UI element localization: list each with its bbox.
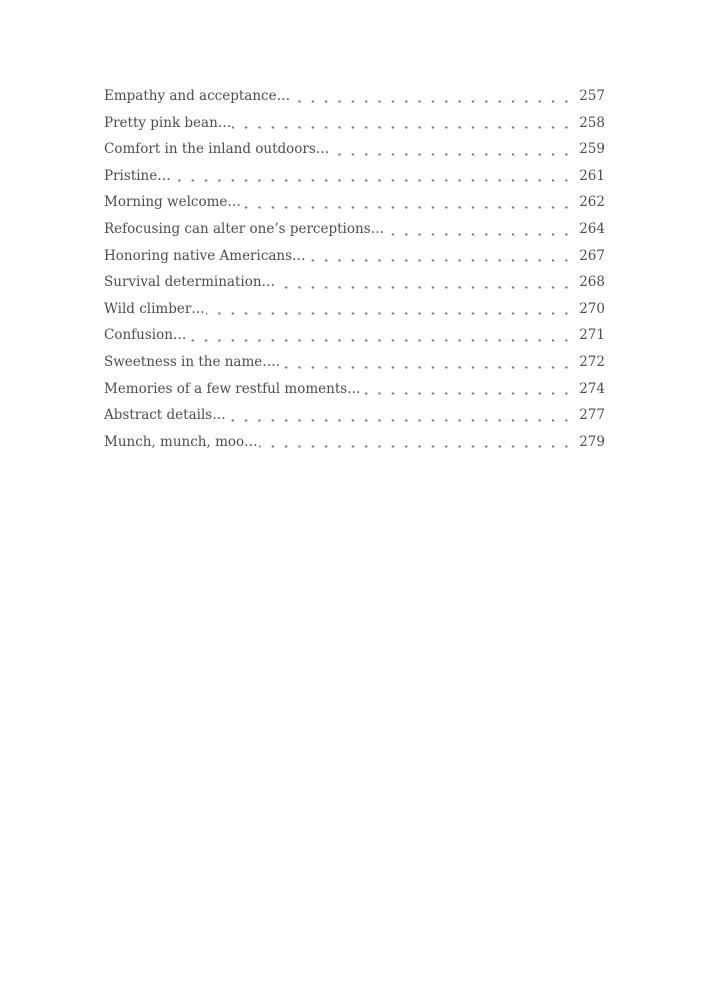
toc-entry-title: Munch, munch, moo… xyxy=(104,428,259,456)
toc-entry[interactable]: Pristine… 261 xyxy=(104,162,605,190)
toc-entry[interactable]: Honoring native Americans… 267 xyxy=(104,242,605,270)
toc-entry-title: Morning welcome… xyxy=(104,189,242,216)
toc-entry[interactable]: Comfort in the inland outdoors… 259 xyxy=(104,136,605,163)
toc-entry-title: Comfort in the inland outdoors… xyxy=(104,136,331,163)
toc-entry-title: Confusion… xyxy=(104,322,188,349)
toc-entry-page-number: 270 xyxy=(576,295,605,323)
toc-entry[interactable]: Wild climber… 270 xyxy=(104,295,605,323)
toc-entry-page-number: 271 xyxy=(576,322,605,349)
toc-entry-page-number: 264 xyxy=(576,215,605,243)
toc-entry-title: Survival determination… xyxy=(104,269,277,296)
toc-entry[interactable]: Morning welcome… 262 xyxy=(104,189,605,216)
toc-entry-title: Empathy and acceptance… xyxy=(104,83,292,110)
toc-entry-page-number: 272 xyxy=(576,348,605,376)
toc-entry-title: Pristine… xyxy=(104,162,172,190)
toc-entry-title: Pretty pink bean… xyxy=(104,109,233,137)
toc-entry-title: Refocusing can alter one’s perceptions… xyxy=(104,215,386,243)
toc-entry-page-number: 262 xyxy=(576,189,605,216)
toc-entry-page-number: 267 xyxy=(576,242,605,270)
toc-entry-page-number: 261 xyxy=(576,162,605,190)
toc-entry[interactable]: Survival determination… 268 xyxy=(104,269,605,296)
toc-entry-title: Abstract details… xyxy=(104,402,227,429)
toc-entry-page-number: 279 xyxy=(576,428,605,456)
toc-entry-page-number: 258 xyxy=(576,109,605,137)
toc-entry-page-number: 257 xyxy=(576,83,605,110)
toc-entry-title: Memories of a few restful moments… xyxy=(104,375,362,403)
toc-entry[interactable]: Abstract details… 277 xyxy=(104,402,605,429)
toc-entry[interactable]: Empathy and acceptance… 257 xyxy=(104,83,605,110)
table-of-contents: Empathy and acceptance… 257 Pretty pink … xyxy=(104,83,605,456)
toc-entry-title: Sweetness in the name…. xyxy=(104,348,282,376)
toc-entry-page-number: 274 xyxy=(576,375,605,403)
toc-entry[interactable]: Pretty pink bean… 258 xyxy=(104,109,605,137)
toc-entry[interactable]: Memories of a few restful moments… 274 xyxy=(104,375,605,403)
toc-entry-page-number: 277 xyxy=(576,402,605,429)
toc-entry-title: Wild climber… xyxy=(104,295,206,323)
toc-entry[interactable]: Munch, munch, moo… 279 xyxy=(104,428,605,456)
toc-entry-title: Honoring native Americans… xyxy=(104,242,307,270)
toc-entry-page-number: 259 xyxy=(576,136,605,163)
toc-entry-page-number: 268 xyxy=(576,269,605,296)
toc-entry[interactable]: Sweetness in the name…. 272 xyxy=(104,348,605,376)
toc-entry[interactable]: Confusion… 271 xyxy=(104,322,605,349)
toc-entry[interactable]: Refocusing can alter one’s perceptions… … xyxy=(104,215,605,243)
